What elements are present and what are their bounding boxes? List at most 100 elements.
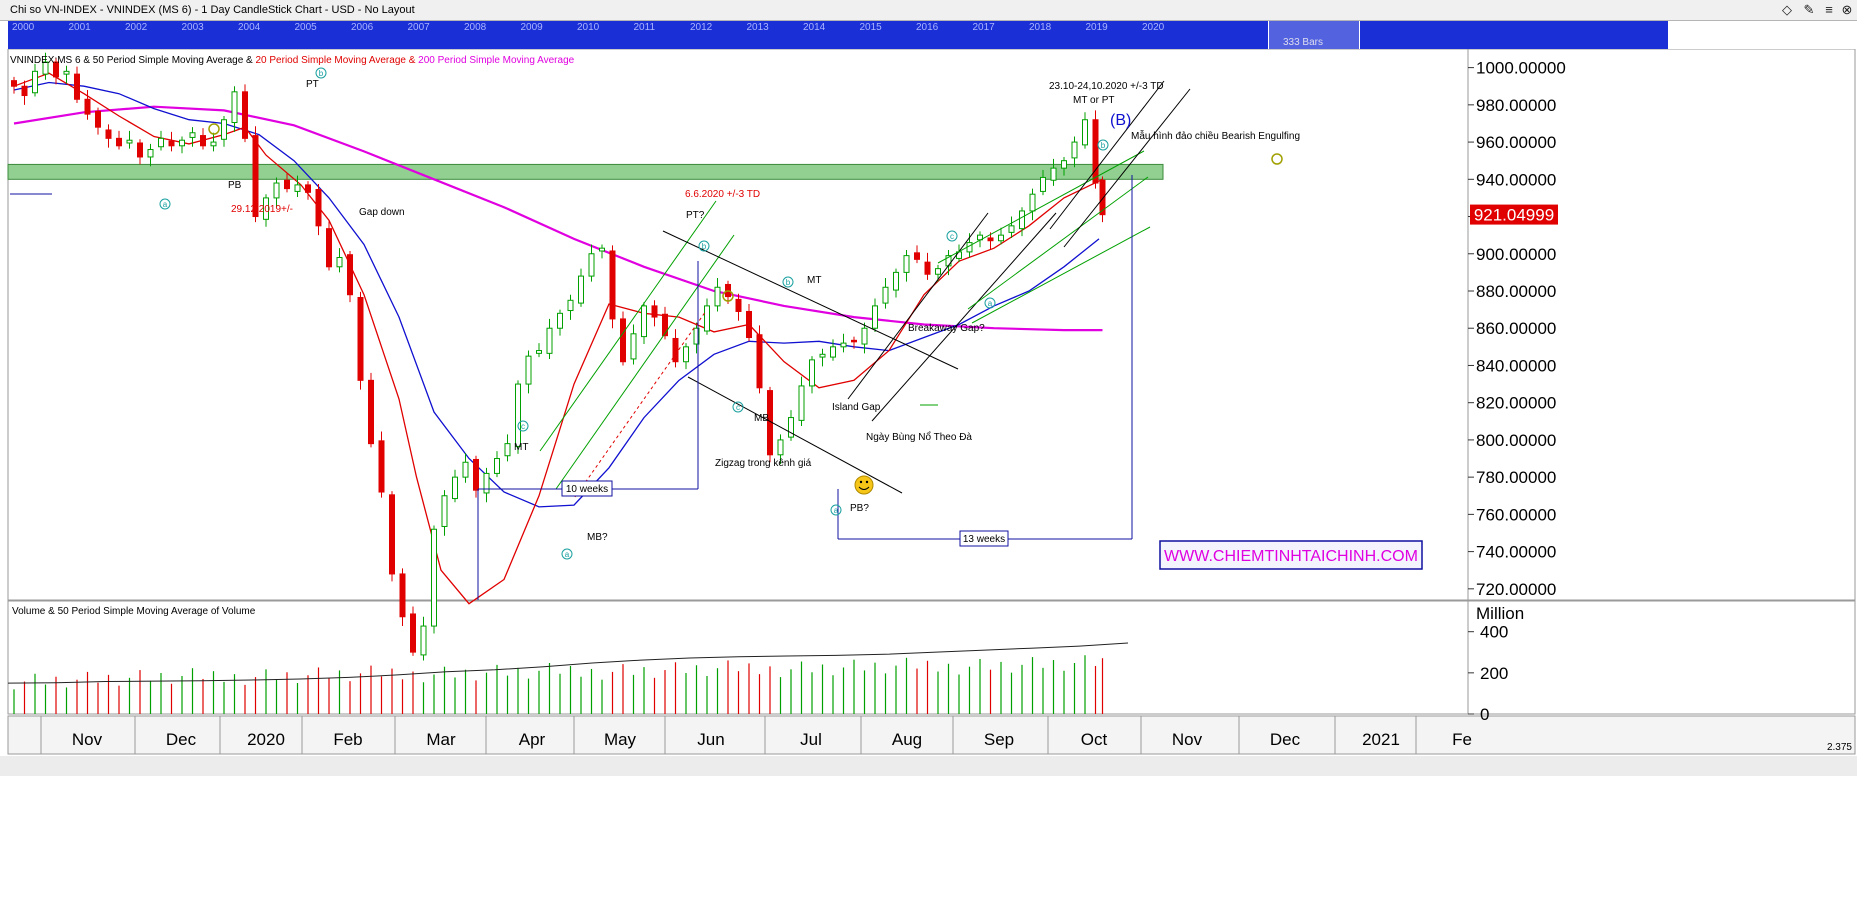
candle-down [252, 135, 259, 218]
pencil-icon[interactable]: ✎ [1803, 2, 1815, 17]
y-tick-label: 980.00000 [1476, 96, 1556, 115]
candle-down [662, 313, 668, 337]
label-mt-pt: MT or PT [1073, 95, 1114, 106]
label-explosive-day: Ngày Bùng Nổ Theo Đà [866, 431, 972, 443]
weeks-10-box [561, 480, 613, 497]
y-tick-label: 1000.00000 [1476, 59, 1566, 78]
overview-year: 2001 [68, 22, 91, 33]
candle-down [105, 129, 112, 139]
label-engulfing: Mẫu hình đảo chiều Bearish Engulfing [1131, 129, 1300, 142]
candle-down [53, 61, 59, 78]
y-tick-label: 720.00000 [1476, 580, 1556, 599]
y-tick-label: 960.00000 [1476, 133, 1556, 152]
x-axis-label: Apr [519, 730, 546, 749]
candle-up [630, 333, 637, 360]
overview-year: 2019 [1085, 22, 1108, 33]
label-weeks-13: 13 weeks [963, 534, 1005, 545]
x-axis-label: Mar [426, 730, 456, 749]
candle-down [11, 80, 17, 87]
overview-year: 2012 [690, 22, 713, 33]
website-box[interactable] [1159, 540, 1423, 570]
overview-year: 2005 [294, 22, 317, 33]
candle-up [1082, 119, 1088, 146]
candle-up [441, 495, 448, 527]
wave-label: a [163, 200, 168, 209]
overview-year: 2007 [407, 22, 430, 33]
x-axis-label: Oct [1081, 730, 1108, 749]
label-pt-jun: PT? [686, 210, 705, 221]
x-axis-label: May [604, 730, 637, 749]
wave-circle [946, 230, 958, 242]
wave-label: a [988, 299, 993, 308]
overview-year: 2015 [859, 22, 882, 33]
label-mt-jul: MT [807, 275, 821, 286]
overview-year: 2003 [181, 22, 204, 33]
candle-up [494, 458, 500, 474]
price-chart[interactable]: 1000.00000980.00000960.00000940.00000920… [0, 49, 1857, 911]
volume-tick-label: 0 [1480, 705, 1489, 724]
x-axis-label: Jun [697, 730, 724, 749]
window-title: Chi so VN-INDEX - VNINDEX (MS 6) - 1 Day… [10, 4, 415, 16]
candle-up [294, 184, 301, 192]
volume-tick-label: 200 [1480, 664, 1508, 683]
chart-title-part: VNINDEX:MS 6 & 50 Period Simple Moving A… [10, 55, 255, 66]
wave-circle [830, 504, 842, 516]
candle-down [746, 310, 752, 339]
candle-up [483, 472, 490, 494]
candle-down [1099, 179, 1106, 216]
candle-down [74, 73, 80, 100]
menu-icon[interactable]: ≡ [1825, 2, 1833, 17]
overview-year: 2017 [972, 22, 995, 33]
sma200-line [13, 105, 1103, 332]
candle-up [1008, 225, 1015, 233]
candle-down [735, 298, 742, 312]
candle-up [42, 61, 49, 75]
last-price-label: 921.04999 [1474, 206, 1554, 225]
candle-down [284, 179, 290, 190]
candle-down [315, 189, 322, 227]
wave-circle [561, 548, 573, 560]
candle-up [189, 132, 196, 138]
candle-up [147, 149, 154, 158]
channel-line-lower [555, 234, 735, 490]
x-axis-label: Nov [1172, 730, 1203, 749]
status-bar [0, 756, 1857, 776]
y-tick-label: 800.00000 [1476, 431, 1556, 450]
label-pb-aug: PB? [850, 503, 869, 514]
overview-strip[interactable]: 333 Bars 2000 2001 2002 2003 2004 2005 2006 200… [8, 21, 1668, 49]
chart-title-part: 200 Period Simple Moving Average [418, 55, 574, 66]
candle-up [126, 139, 133, 144]
x-axis-label: Nov [72, 730, 103, 749]
overview-year: 2020 [1142, 22, 1165, 33]
rising-line-2 [871, 212, 1057, 422]
candle-down [389, 494, 395, 575]
x-axis-label: Jul [800, 730, 822, 749]
candle-up [536, 350, 542, 354]
overview-selection[interactable] [1268, 21, 1360, 49]
candle-down [95, 110, 101, 128]
candle-down [851, 339, 857, 343]
x-axis-label: Aug [892, 730, 922, 749]
smiley-eye [859, 480, 863, 484]
wave-circle [517, 420, 529, 432]
candle-up [861, 327, 868, 345]
diamond-icon[interactable]: ◇ [1782, 2, 1792, 17]
volume-unit-label: Million [1476, 604, 1524, 623]
label-date-2: 6.6.2020 +/-3 TD [685, 189, 760, 200]
y-tick-label: 900.00000 [1476, 245, 1556, 264]
label-mb-may: MB? [587, 532, 608, 543]
y-tick-label: 740.00000 [1476, 543, 1556, 562]
candle-down [326, 228, 332, 268]
volume-tick-label: 400 [1480, 623, 1508, 642]
smiley-mouth [858, 486, 870, 490]
candle-down [116, 137, 122, 147]
close-icon[interactable]: ⊗ [1841, 2, 1853, 17]
x-axis-label: 2021 [1362, 730, 1400, 749]
label-breakaway: Breakaway Gap? [908, 323, 985, 334]
candle-up [1019, 210, 1025, 230]
wave-label: b [786, 278, 791, 287]
label-date-3: 23.10-24,10.2020 +/-3 TD [1049, 81, 1164, 92]
candle-up [221, 119, 227, 140]
overview-year: 2006 [351, 22, 374, 33]
y-tick-label: 940.00000 [1476, 170, 1556, 189]
